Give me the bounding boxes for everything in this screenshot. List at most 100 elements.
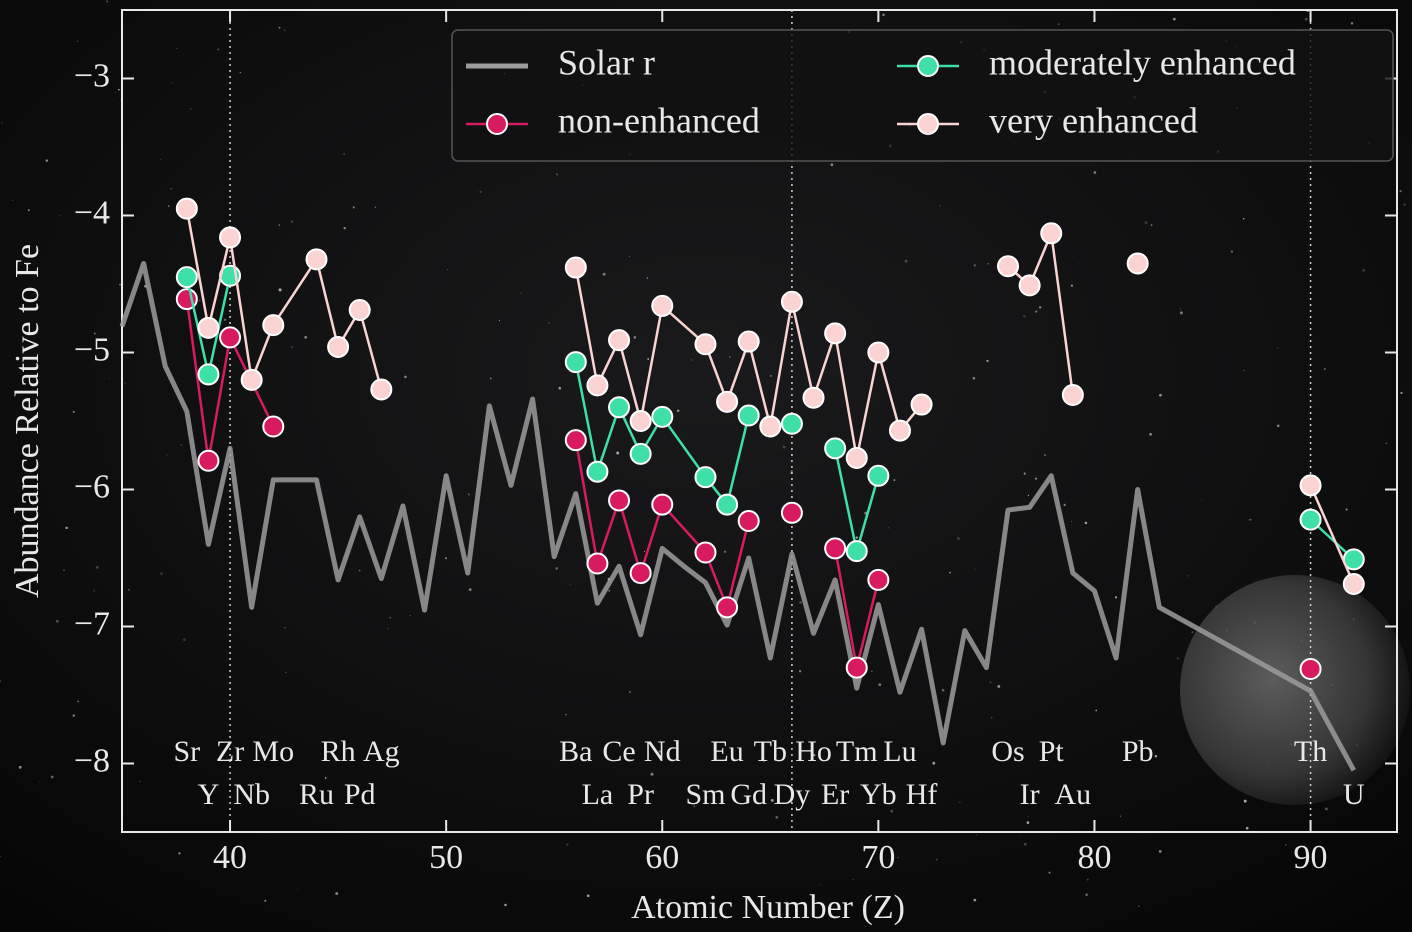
series-marker — [847, 448, 867, 468]
star — [190, 108, 192, 110]
star — [180, 444, 182, 446]
star — [973, 899, 976, 902]
star — [957, 537, 960, 540]
star — [168, 205, 170, 207]
series-marker — [868, 570, 888, 590]
star — [46, 159, 48, 161]
star — [167, 455, 168, 456]
star — [106, 0, 108, 2]
star — [1188, 575, 1189, 576]
series-marker — [717, 392, 737, 412]
star — [119, 284, 121, 286]
series-marker — [587, 462, 607, 482]
star — [178, 852, 180, 854]
series-marker — [609, 397, 629, 417]
star — [279, 288, 282, 291]
star — [177, 48, 178, 49]
star — [986, 360, 988, 362]
series-marker — [868, 343, 888, 363]
series-marker — [198, 451, 218, 471]
star — [1173, 18, 1176, 21]
star — [1277, 347, 1279, 349]
element-label: Nd — [644, 735, 681, 768]
series-marker — [198, 364, 218, 384]
star — [1324, 368, 1326, 370]
element-label: U — [1343, 778, 1365, 811]
star — [616, 452, 619, 455]
element-label: Eu — [710, 735, 743, 768]
star — [1351, 22, 1353, 24]
star — [59, 215, 60, 216]
star — [170, 188, 172, 190]
star — [1085, 522, 1088, 525]
series-marker — [631, 563, 651, 583]
star — [140, 781, 141, 782]
star — [404, 376, 407, 379]
series-marker — [263, 416, 283, 436]
star — [1085, 894, 1087, 896]
series-marker — [652, 495, 672, 515]
star — [264, 900, 266, 902]
star — [504, 904, 506, 906]
series-marker — [1301, 659, 1321, 679]
star — [1243, 218, 1245, 220]
star — [936, 859, 938, 861]
element-label: La — [582, 778, 614, 811]
star — [499, 320, 500, 321]
star — [799, 670, 801, 672]
x-tick-label: 60 — [645, 839, 679, 876]
element-label: Hf — [906, 778, 938, 811]
series-marker — [825, 438, 845, 458]
star — [291, 347, 292, 348]
star — [724, 551, 726, 553]
series-marker — [1041, 223, 1061, 243]
x-tick-label: 80 — [1077, 839, 1111, 876]
series-marker — [1020, 275, 1040, 295]
star — [199, 300, 201, 302]
star — [1151, 224, 1153, 226]
star — [1145, 221, 1148, 224]
star — [634, 336, 637, 339]
star — [113, 100, 114, 101]
star — [565, 714, 567, 716]
star — [799, 601, 802, 604]
star — [1243, 370, 1244, 371]
y-tick-label: −8 — [74, 742, 110, 779]
star — [115, 92, 116, 93]
series-marker — [371, 379, 391, 399]
series-marker — [652, 296, 672, 316]
star — [819, 884, 820, 885]
star — [160, 159, 161, 160]
star — [1399, 190, 1401, 192]
star — [160, 572, 162, 574]
star — [1400, 392, 1402, 394]
star — [987, 263, 989, 265]
star — [878, 683, 881, 686]
star — [556, 173, 558, 175]
star — [856, 536, 858, 538]
star — [1155, 755, 1157, 757]
series-marker — [1063, 385, 1083, 405]
element-label: Pd — [344, 778, 376, 811]
star — [949, 572, 951, 574]
series-marker — [177, 199, 197, 219]
series-marker — [587, 553, 607, 573]
star — [852, 879, 853, 880]
star — [583, 292, 584, 293]
star — [410, 615, 411, 616]
legend-marker — [918, 114, 938, 134]
star — [1087, 879, 1089, 881]
star — [1250, 519, 1252, 521]
star — [217, 48, 219, 50]
series-marker — [198, 318, 218, 338]
star — [1246, 827, 1249, 830]
star — [304, 336, 307, 339]
star — [647, 358, 649, 360]
star — [183, 638, 186, 641]
star — [56, 620, 59, 623]
star — [1138, 906, 1139, 907]
star — [468, 493, 470, 495]
star — [93, 590, 95, 592]
x-tick-label: 70 — [861, 839, 895, 876]
series-marker — [220, 327, 240, 347]
